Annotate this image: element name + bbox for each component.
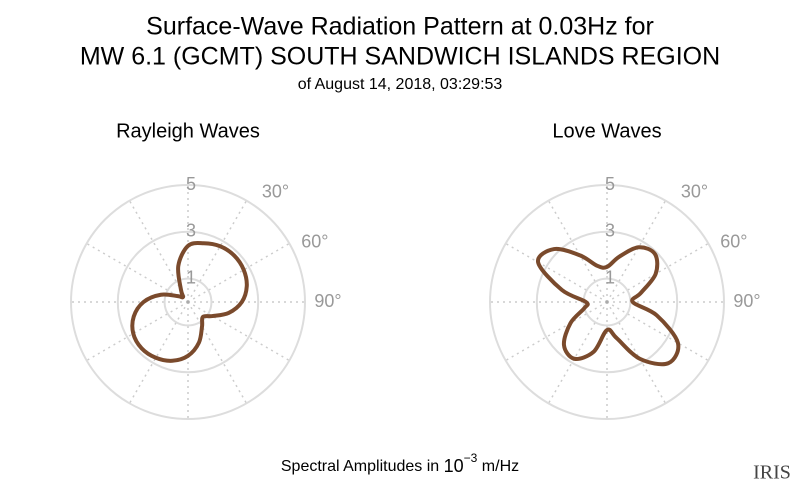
theta-tick-label: 60° <box>720 232 747 252</box>
radiation-pattern <box>536 245 681 367</box>
caption-unit: m/Hz <box>477 458 519 475</box>
title-line: MW 6.1 (GCMT) SOUTH SANDWICH ISLANDS REG… <box>80 43 720 71</box>
r-tick-label: 5 <box>186 174 196 194</box>
spoke <box>505 242 608 303</box>
center-dot <box>605 300 609 304</box>
spoke <box>606 200 667 303</box>
title-line: Surface-Wave Radiation Pattern at 0.03Hz… <box>146 13 654 41</box>
ring <box>163 277 213 327</box>
theta-tick-label: 60° <box>301 232 328 252</box>
r-tick-label: 5 <box>605 174 615 194</box>
subtitle: of August 14, 2018, 03:29:53 <box>298 76 503 93</box>
spoke <box>86 242 189 303</box>
ring <box>535 230 679 374</box>
theta-tick-label: 30° <box>681 181 708 201</box>
spoke <box>187 200 248 303</box>
caption-base: 10 <box>444 456 464 476</box>
spoke <box>86 301 189 362</box>
caption-exponent: −3 <box>464 451 478 465</box>
spoke <box>187 301 290 362</box>
ring <box>70 184 306 420</box>
spoke <box>547 301 608 404</box>
subplot-title: Rayleigh Waves <box>116 120 260 142</box>
radiation-pattern <box>130 241 249 363</box>
theta-tick-label: 90° <box>314 291 341 311</box>
r-tick-label: 3 <box>605 221 615 241</box>
spoke <box>606 301 709 362</box>
spoke <box>187 301 248 404</box>
r-tick-label: 1 <box>186 267 196 287</box>
spoke <box>505 301 608 362</box>
subplot-title: Love Waves <box>552 120 661 142</box>
spoke <box>187 242 290 303</box>
theta-tick-label: 30° <box>262 181 289 201</box>
ring <box>116 230 260 374</box>
logo: IRIS <box>753 462 791 484</box>
theta-tick-label: 90° <box>733 291 760 311</box>
center-dot <box>186 300 190 304</box>
spoke <box>606 242 709 303</box>
spoke <box>606 301 667 404</box>
caption: Spectral Amplitudes in 10−3 m/Hz <box>281 451 519 476</box>
r-tick-label: 1 <box>605 267 615 287</box>
spoke <box>128 301 189 404</box>
spoke <box>547 200 608 303</box>
ring <box>489 184 725 420</box>
r-tick-label: 3 <box>186 221 196 241</box>
caption-text: Spectral Amplitudes in <box>281 458 444 475</box>
